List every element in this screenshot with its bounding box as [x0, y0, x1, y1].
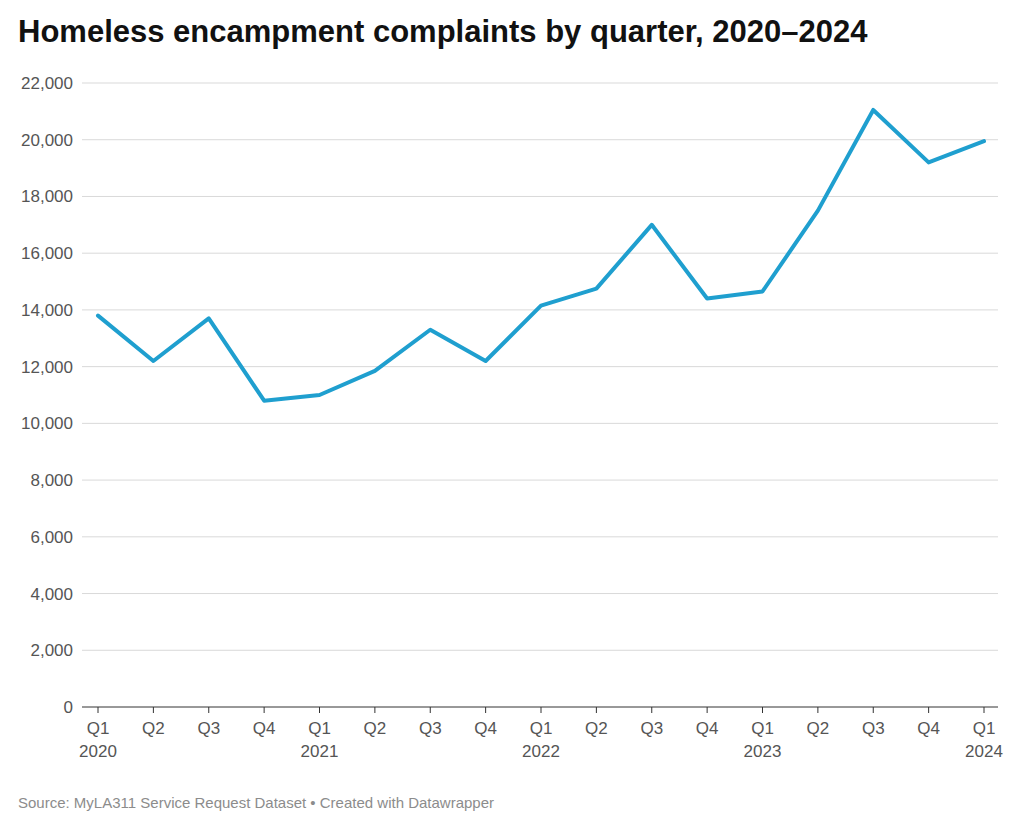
grid-line	[82, 366, 998, 367]
x-tick-label: Q12020	[79, 719, 117, 761]
x-tick	[208, 707, 209, 713]
x-tick-label: Q12021	[301, 719, 339, 761]
x-tick	[651, 707, 652, 713]
x-tick	[264, 707, 265, 713]
y-tick-label: 16,000	[21, 244, 73, 263]
x-tick	[707, 707, 708, 713]
grid-line	[82, 480, 998, 481]
data-line	[98, 110, 984, 401]
y-tick-label: 18,000	[21, 187, 73, 206]
x-tick-label: Q12024	[965, 719, 1003, 761]
x-tick	[817, 707, 818, 713]
chart-root: Homeless encampment complaints by quarte…	[0, 0, 1024, 832]
grid-line	[82, 253, 998, 254]
x-tick-label: Q4	[474, 719, 497, 738]
x-tick	[319, 707, 320, 713]
series	[98, 110, 984, 401]
grid-line	[82, 196, 998, 197]
grid-line	[82, 423, 998, 424]
x-tick-label: Q2	[807, 719, 830, 738]
x-tick-label: Q4	[696, 719, 719, 738]
x-tick	[98, 707, 99, 713]
y-tick-label: 22,000	[21, 74, 73, 93]
x-tick	[374, 707, 375, 713]
x-tick	[984, 707, 985, 713]
x-tick	[596, 707, 597, 713]
y-tick-label: 14,000	[21, 301, 73, 320]
chart-svg: Homeless encampment complaints by quarte…	[0, 0, 1024, 832]
y-tick-label: 8,000	[30, 471, 73, 490]
y-tick-label: 10,000	[21, 414, 73, 433]
x-tick-label: Q12022	[522, 719, 560, 761]
grid-line	[82, 83, 998, 84]
x-tick-label: Q2	[142, 719, 165, 738]
x-tick	[485, 707, 486, 713]
x-tick-label: Q12023	[744, 719, 782, 761]
grid-line	[82, 593, 998, 594]
x-tick-label: Q2	[364, 719, 387, 738]
y-tick-label: 4,000	[30, 585, 73, 604]
chart-title: Homeless encampment complaints by quarte…	[18, 14, 868, 49]
grid-line	[82, 707, 998, 708]
y-tick-label: 0	[64, 698, 73, 717]
y-tick-label: 6,000	[30, 528, 73, 547]
grid-line	[82, 309, 998, 310]
x-tick	[928, 707, 929, 713]
x-tick-label: Q4	[253, 719, 276, 738]
grid-line	[82, 139, 998, 140]
x-tick-label: Q3	[419, 719, 442, 738]
x-axis: Q12020 Q2 Q3 Q4 Q12021 Q2 Q3 Q4 Q12022 Q2 Q3 Q4 Q120…	[79, 707, 1003, 761]
x-tick-label: Q4	[917, 719, 940, 738]
x-tick-label: Q2	[585, 719, 608, 738]
x-tick	[873, 707, 874, 713]
grid-line	[82, 650, 998, 651]
y-axis: 0 2,000 4,000 6,000 8,000 10,000 12,000 14,000 1…	[21, 74, 998, 717]
source-note: Source: MyLA311 Service Request Dataset …	[18, 794, 494, 811]
grid-line	[82, 536, 998, 537]
x-tick	[762, 707, 763, 713]
y-tick-label: 2,000	[30, 641, 73, 660]
x-tick-label: Q3	[197, 719, 220, 738]
x-tick-label: Q3	[640, 719, 663, 738]
x-tick-label: Q3	[862, 719, 885, 738]
x-tick	[153, 707, 154, 713]
y-tick-label: 12,000	[21, 358, 73, 377]
x-tick	[430, 707, 431, 713]
y-tick-label: 20,000	[21, 131, 73, 150]
x-tick	[541, 707, 542, 713]
